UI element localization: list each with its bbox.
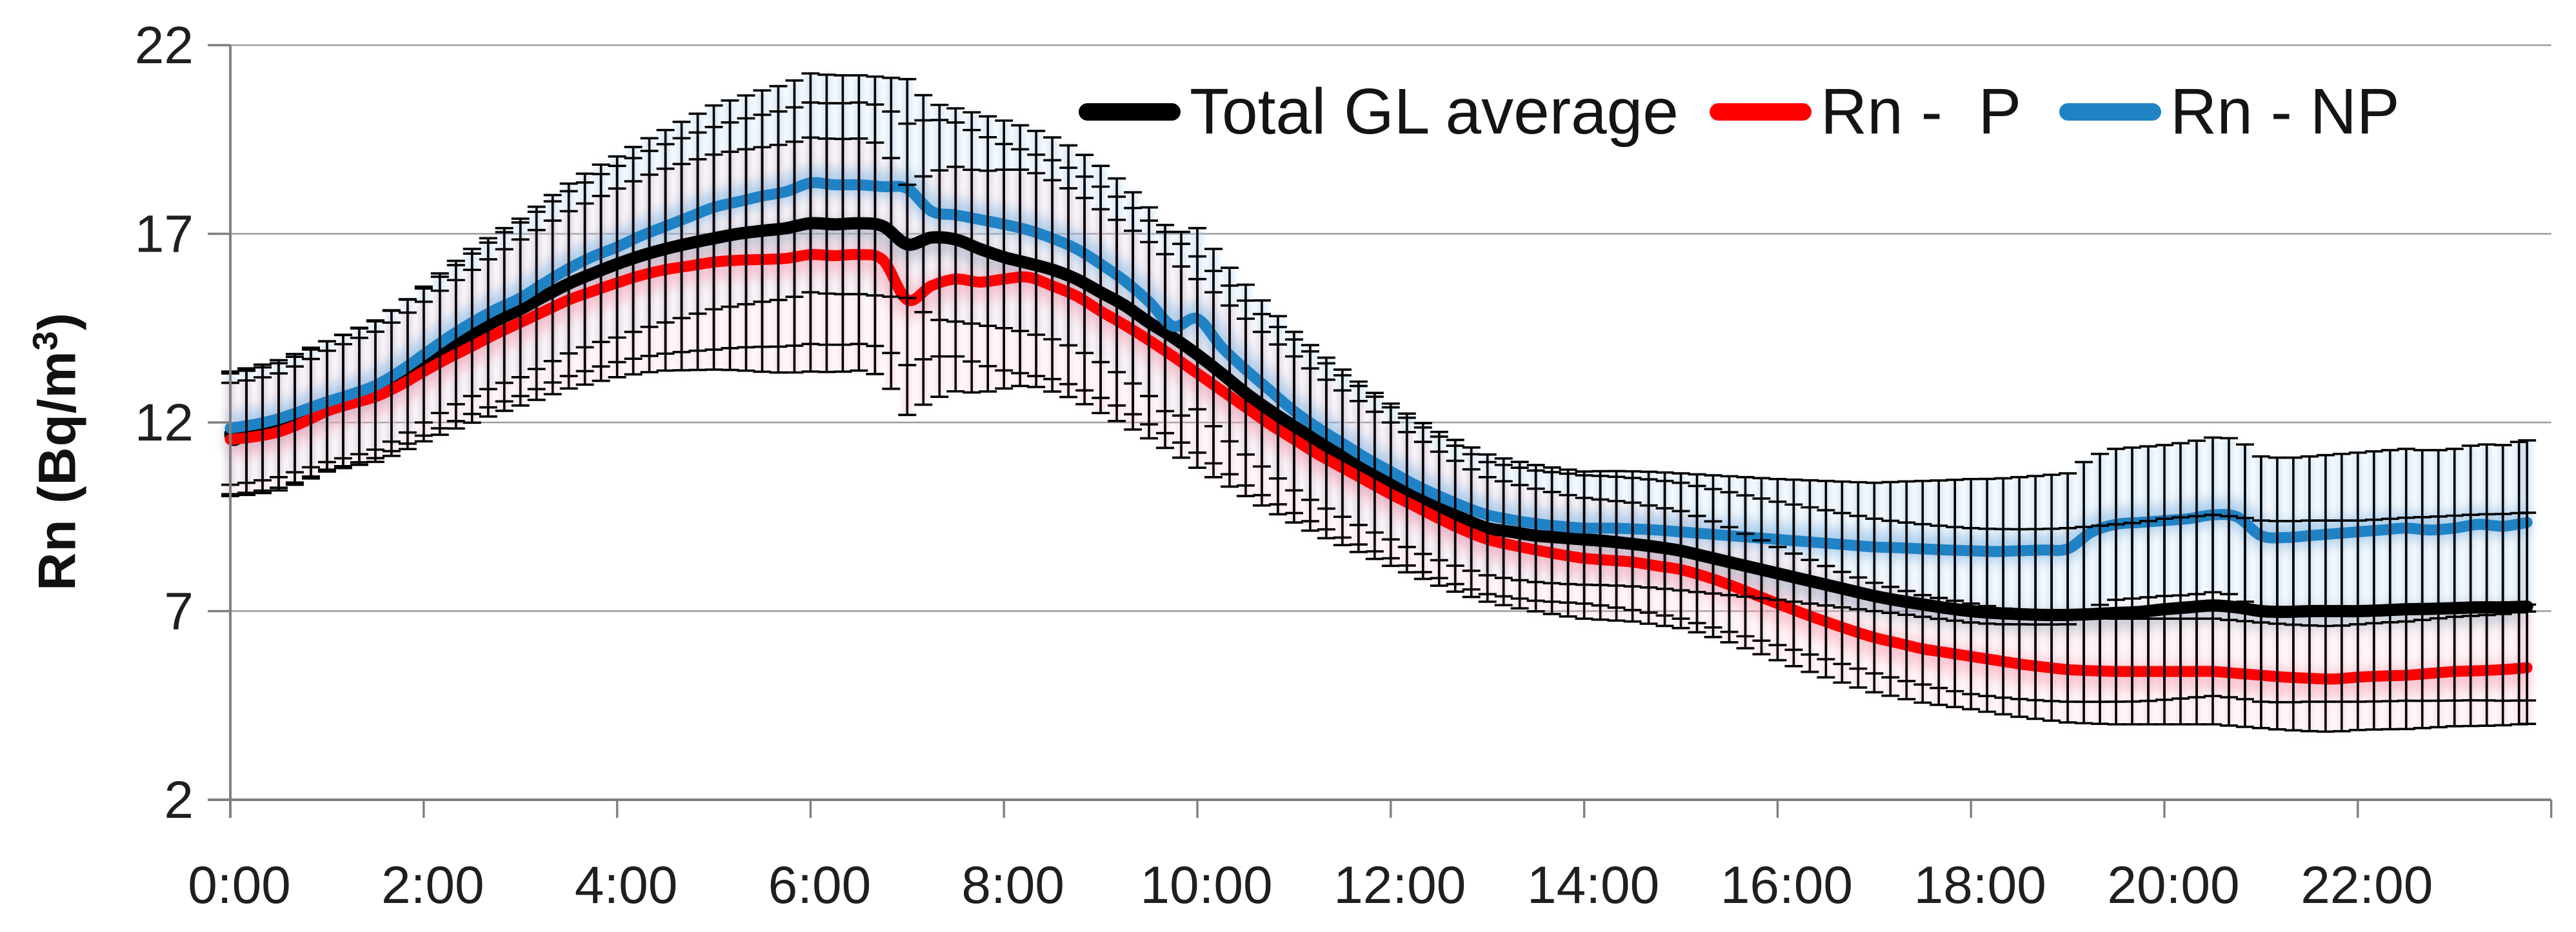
legend-item-rn-np: Rn - NP (2059, 76, 2400, 147)
legend-item-rn-p: Rn - P (1710, 76, 2021, 147)
x-tick-label-200: 2:00 (381, 856, 484, 915)
x-tick-label-000: 0:00 (188, 856, 291, 915)
series-line-rn-p (225, 248, 2533, 685)
series-lines (224, 177, 2533, 685)
y-axis-title-close: ) (28, 312, 87, 331)
error-bars (221, 72, 2537, 733)
legend-label-rn-np: Rn - NP (2170, 75, 2400, 148)
y-axis-title-text: Rn (Bq/m (28, 350, 87, 591)
x-tick-label-600: 6:00 (768, 856, 872, 915)
error-bar-washes (226, 73, 2532, 732)
series-line-total-gl-average (224, 217, 2533, 621)
legend-swatch-rn-np-icon (2059, 103, 2161, 121)
legend-label-total-gl-average: Total GL average (1190, 75, 1679, 148)
x-tick-label-2200: 22:00 (2301, 856, 2433, 915)
x-tick-label-1200: 12:00 (1333, 856, 1466, 915)
x-tick-label-1400: 14:00 (1527, 856, 1659, 915)
x-tick-label-400: 4:00 (575, 856, 678, 915)
legend-item-total-gl-average: Total GL average (1079, 76, 1679, 147)
y-axis-title-superscript: 3 (26, 330, 65, 351)
y-tick-label-17: 17 (135, 205, 194, 264)
y-tick-label-22: 22 (135, 16, 194, 75)
y-tick-label-7: 7 (164, 582, 194, 641)
x-tick-label-1000: 10:00 (1140, 856, 1272, 915)
x-tick-label-1800: 18:00 (1914, 856, 2046, 915)
legend-label-rn-p: Rn - P (1821, 75, 2022, 148)
y-axis-title: Rn (Bq/m3) (25, 312, 88, 591)
x-tick-label-2000: 20:00 (2107, 856, 2239, 915)
y-tick-label-12: 12 (135, 393, 194, 452)
axes (208, 44, 2553, 818)
series-line-rn-np (225, 177, 2533, 557)
y-tick-label-2: 2 (164, 771, 194, 829)
legend-swatch-total-gl-average-icon (1079, 103, 1181, 121)
legend-swatch-rn-p-icon (1710, 103, 1812, 121)
x-tick-label-1600: 16:00 (1721, 856, 1853, 915)
x-tick-label-800: 8:00 (961, 856, 1064, 915)
